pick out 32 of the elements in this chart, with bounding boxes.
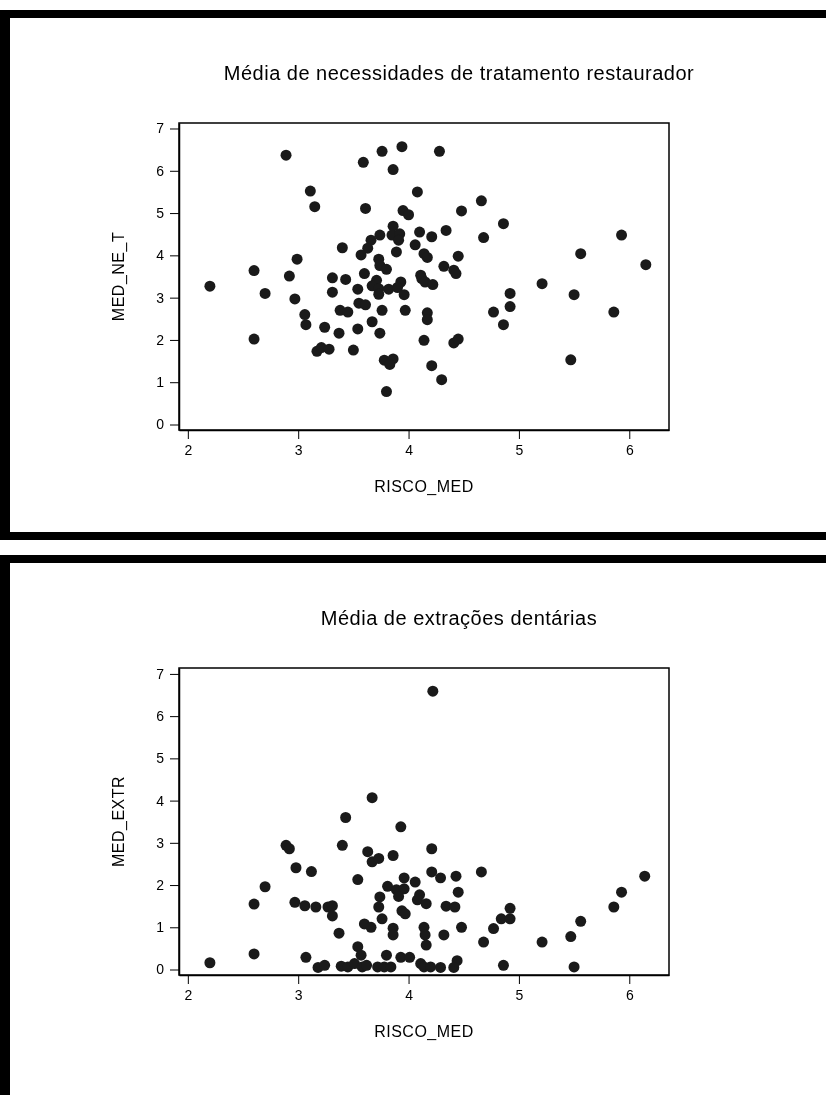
y-tick-label: 7 [156, 120, 165, 137]
y-tick-label: 1 [156, 919, 165, 936]
y-tick-label: 6 [156, 708, 165, 725]
chart-title: Média de necessidades de tratamento restaurador [223, 62, 695, 84]
x-tick-label: 2 [184, 986, 193, 1003]
y-tick-label: 3 [156, 289, 165, 306]
x-tick-label: 6 [625, 986, 634, 1003]
y-tick-label: 3 [156, 834, 165, 851]
y-tick-label: 2 [156, 331, 165, 348]
y-tick-label: 4 [156, 247, 165, 264]
y-tick-label: 7 [156, 665, 165, 682]
y-tick-label: 0 [156, 961, 165, 978]
x-tick-label: 4 [405, 986, 414, 1003]
chart-title: Média de extrações dentárias [320, 607, 598, 629]
y-tick-label: 5 [156, 750, 165, 767]
y-tick-label: 2 [156, 877, 165, 894]
x-tick-label: 3 [294, 441, 303, 458]
x-tick-label: 2 [184, 441, 193, 458]
x-tick-label: 5 [515, 441, 524, 458]
y-tick-label: 0 [156, 416, 165, 433]
x-axis-title: RISCO_MED [374, 478, 474, 496]
x-axis-title: RISCO_MED [374, 1023, 474, 1041]
x-tick-label: 4 [405, 441, 414, 458]
y-tick-label: 4 [156, 792, 165, 809]
y-axis-title: MED_EXTR [110, 775, 128, 868]
x-tick-label: 6 [625, 441, 634, 458]
y-tick-label: 6 [156, 162, 165, 179]
y-tick-label: 5 [156, 205, 165, 222]
y-axis-title: MED_NE_T [110, 231, 128, 322]
x-tick-label: 3 [294, 986, 303, 1003]
y-tick-label: 1 [156, 374, 165, 391]
x-tick-label: 5 [515, 986, 524, 1003]
